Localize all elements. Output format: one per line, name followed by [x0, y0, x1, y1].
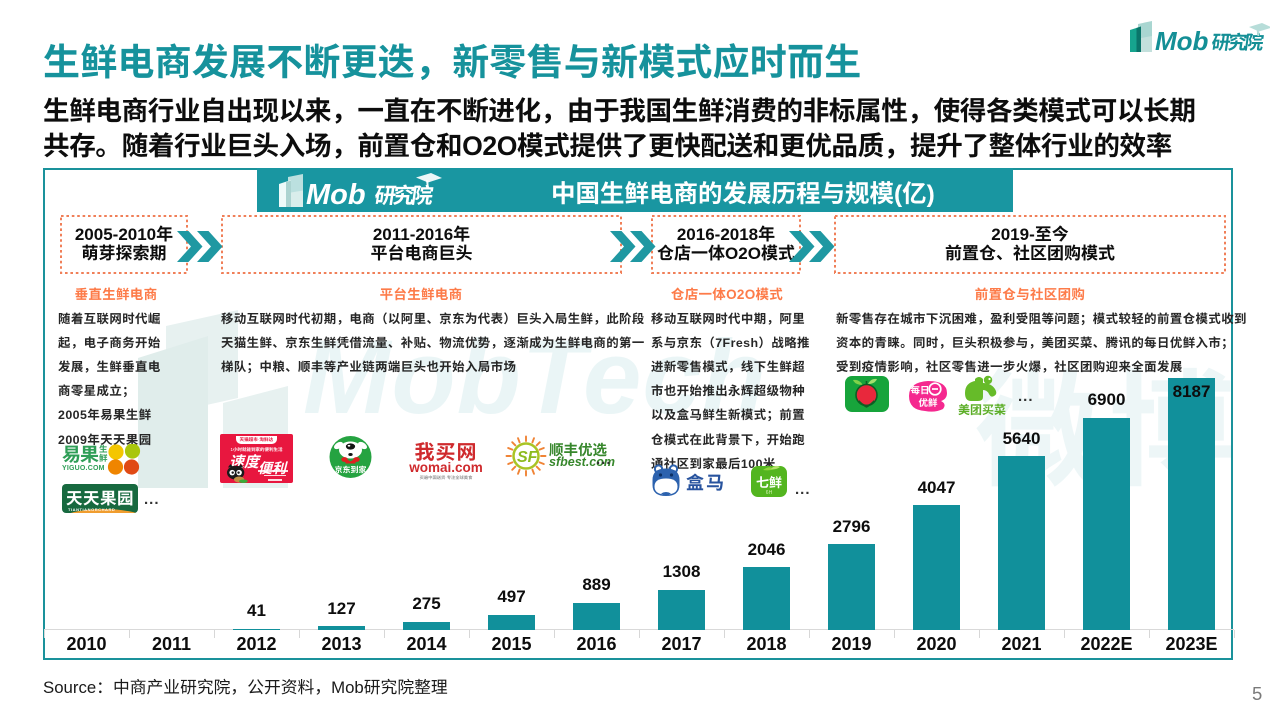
svg-text:Mob: Mob: [306, 179, 366, 211]
svg-text:研究院: 研究院: [373, 179, 436, 210]
svg-text:京东到家: 京东到家: [335, 465, 367, 476]
svg-text:Mob: Mob: [1155, 26, 1209, 56]
svg-text:SF: SF: [517, 449, 539, 466]
svg-text:研究院: 研究院: [1210, 28, 1266, 55]
svg-text:6H: 6H: [766, 490, 773, 496]
svg-text:每日: 每日: [910, 383, 929, 397]
svg-text:七鲜: 七鲜: [756, 472, 782, 491]
svg-text:优鲜: 优鲜: [918, 395, 938, 409]
